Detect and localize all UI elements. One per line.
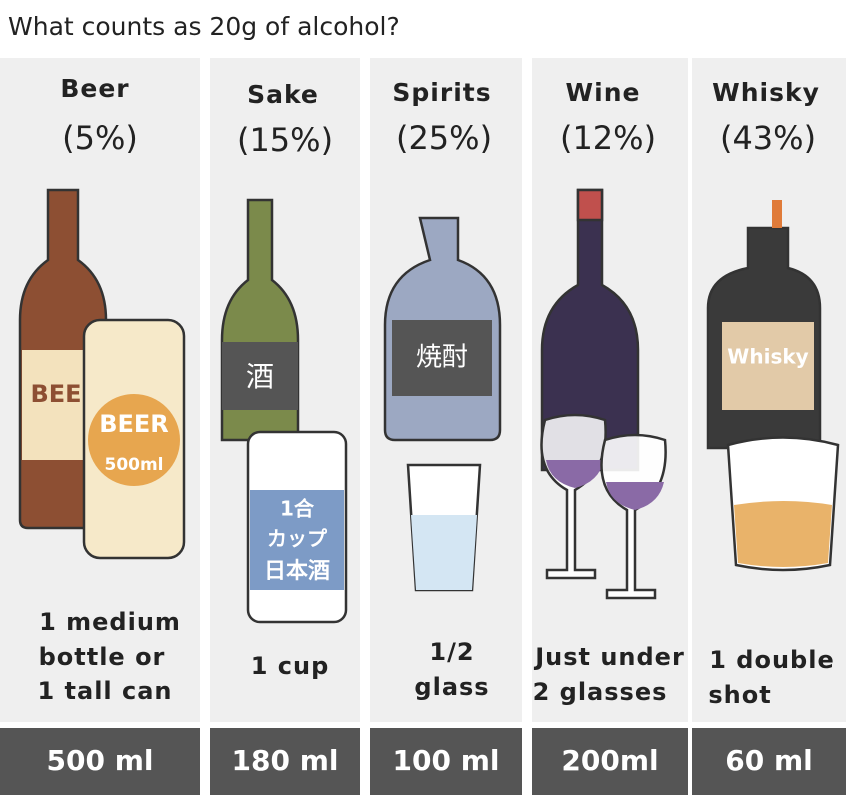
drink-name: Sake [247,80,319,109]
amount: 180 ml [232,744,339,777]
bottle-label: BEE [30,380,81,408]
description: Just under [533,643,685,671]
description: 1 double [709,646,835,674]
drink-name: Wine [566,78,641,107]
drink-name: Spirits [392,78,491,107]
amount: 60 ml [725,744,813,777]
drink-strength: (25%) [396,119,492,157]
description: 1 medium [39,608,181,636]
cup-label: 1合 [280,497,315,521]
wine-illustration [540,188,667,600]
description: 1 cup [251,652,330,680]
whisky-illustration [706,200,840,572]
amount: 100 ml [393,744,500,777]
drink-name: Beer [60,74,129,103]
spirits-illustration [383,216,502,592]
drink-strength: (5%) [62,119,138,157]
drink-name: Whisky [712,78,820,107]
can-label: BEER [99,410,169,438]
can-label: 500ml [104,455,163,475]
beer-illustration [18,188,186,560]
bottle-label: Whisky [727,345,808,369]
drink-strength: (15%) [237,121,333,159]
description: 2 glasses [533,678,668,706]
title: What counts as 20g of alcohol? [8,12,400,41]
description: bottle or [39,643,166,671]
description: 1/2 [429,638,474,666]
amount: 200ml [561,744,658,777]
amount-bars [0,728,846,795]
bottle-label: 酒 [246,360,274,393]
drink-strength: (12%) [560,119,656,157]
amount: 500 ml [47,744,154,777]
bottle-label: 焼酎 [416,343,468,373]
sake-illustration [220,198,348,624]
description: glass [414,673,489,701]
description: shot [708,681,771,709]
cup-label: 日本酒 [264,559,330,584]
cup-label: カップ [267,527,328,551]
description: 1 tall can [37,677,172,705]
drink-strength: (43%) [720,119,816,157]
